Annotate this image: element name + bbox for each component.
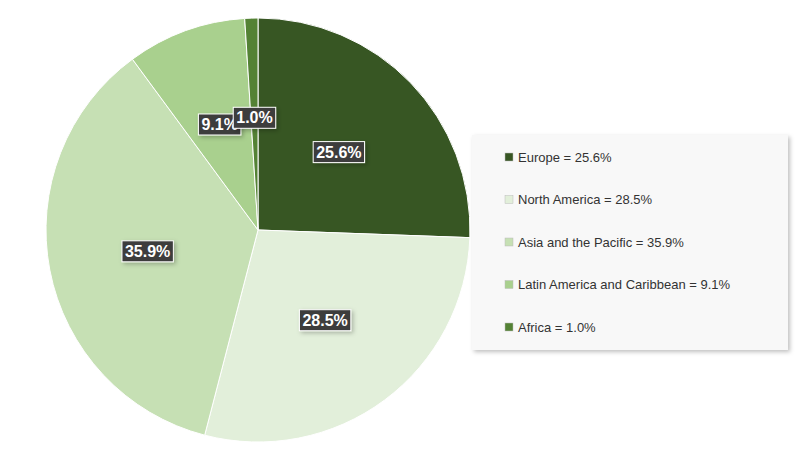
data-label-group: 35.9% <box>122 241 173 262</box>
legend-swatch <box>505 238 513 246</box>
chart: 25.6% 28.5% 35.9% 9.1%1.0% Europe = 25.6% Nor… <box>0 0 798 464</box>
legend-label: Latin America and Caribbean = 9.1% <box>518 277 731 292</box>
legend-swatch <box>505 153 513 161</box>
legend-swatch <box>505 323 513 331</box>
data-label: 1.0% <box>236 109 272 126</box>
data-label: 9.1% <box>201 116 237 133</box>
pie <box>46 18 470 442</box>
legend-label: Europe = 25.6% <box>518 150 612 165</box>
data-label-group: 28.5% <box>299 310 350 331</box>
data-label-group: 25.6% <box>313 142 364 163</box>
data-labels: 25.6% 28.5% 35.9% 9.1%1.0% <box>122 107 365 330</box>
data-label-box <box>299 310 350 331</box>
pie-slice <box>46 59 258 435</box>
legend-swatch <box>505 196 513 204</box>
pie-slice <box>258 18 470 238</box>
legend: Europe = 25.6% North America = 28.5% Asia … <box>472 135 788 350</box>
data-label-box <box>233 107 275 128</box>
legend-label: North America = 28.5% <box>518 192 652 207</box>
legend-box <box>472 135 788 350</box>
legend-label: Asia and the Pacific = 35.9% <box>518 235 684 250</box>
data-label-box <box>313 142 364 163</box>
legend-label: Africa = 1.0% <box>518 320 596 335</box>
data-label: 35.9% <box>125 243 170 260</box>
data-label: 28.5% <box>302 312 347 329</box>
data-label: 25.6% <box>316 144 361 161</box>
data-label-group: 1.0% <box>233 107 275 128</box>
legend-swatch <box>505 281 513 289</box>
data-label-box <box>122 241 173 262</box>
